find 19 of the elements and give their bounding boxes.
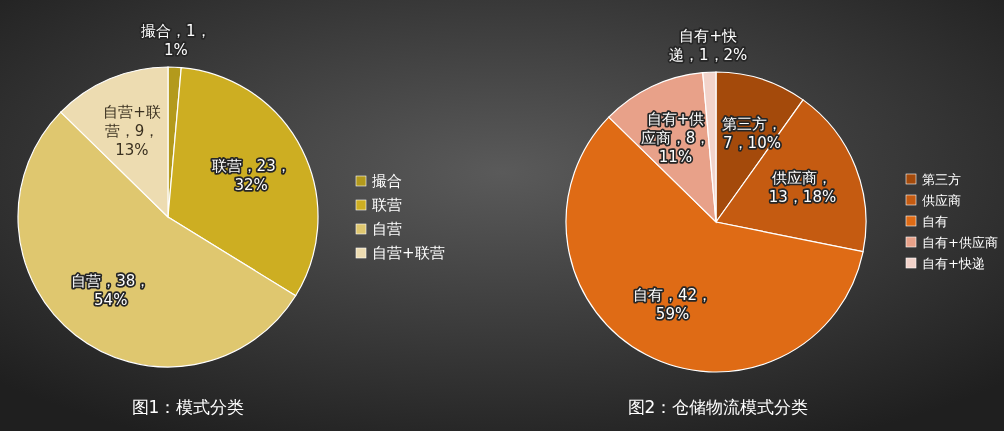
legend-label: 自有+快递: [922, 256, 985, 271]
data-label: 自有+供应商，8，11%: [640, 109, 711, 166]
text: 图2：仓储物流模式分类: [627, 397, 809, 417]
data-label: 撮合，1，1%: [141, 21, 211, 59]
legend-label: 自有: [922, 214, 948, 229]
legend-label: 自有+供应商: [922, 235, 998, 250]
data-label: 供应商，13，18%: [768, 169, 837, 207]
legend-label: 自营+联营: [372, 244, 445, 262]
legend-label: 撮合: [372, 172, 402, 190]
legend-label: 第三方: [922, 172, 961, 187]
data-label: 自营+联营，9，13%: [103, 103, 161, 160]
data-label: 自营，38，54%: [71, 271, 151, 309]
legend-label: 联营: [372, 196, 402, 214]
data-label: 自有+快递，1，2%: [669, 26, 748, 64]
text: 图1：模式分类: [131, 397, 245, 417]
data-label: 自有，42，59%: [632, 285, 713, 323]
legend-label: 供应商: [922, 193, 961, 208]
legend-label: 自营: [372, 220, 402, 238]
data-label: 联营，23，32%: [211, 156, 291, 194]
